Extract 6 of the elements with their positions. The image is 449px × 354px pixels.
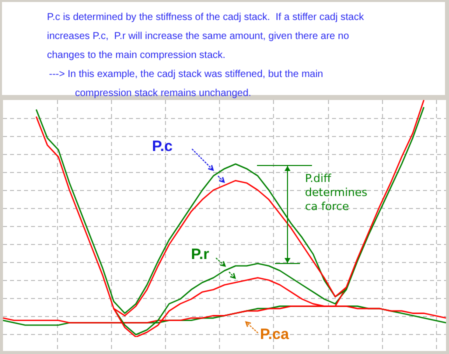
annotation: P.r — [191, 246, 210, 263]
chart-subtitle: ---> In this example, the cadj stack was stiffened, but the main compression stack remains unchanged. — [49, 68, 324, 101]
annotation: P.diff determines ca force — [305, 172, 368, 214]
annotation: P.ca — [260, 326, 289, 343]
chart-title: P.c is determined by the stiffness of the cadj stack. If a stiffer cadj stack increases P.c, P.r will increase the same amount, given there are no changes to the main compression stack. — [47, 11, 365, 63]
annotation: P.c — [152, 138, 173, 155]
